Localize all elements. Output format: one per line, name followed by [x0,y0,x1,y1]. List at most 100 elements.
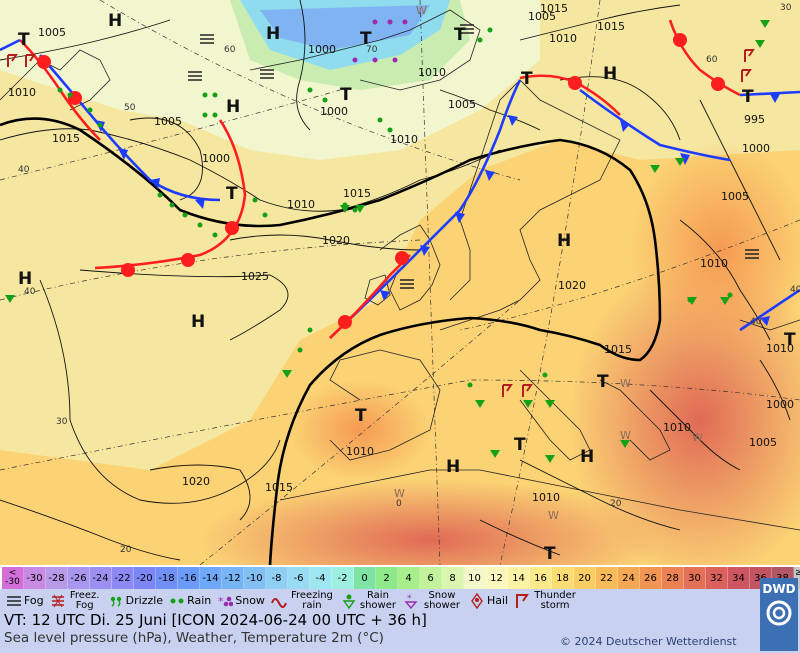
valid-time: VT: 12 UTC Di. 25 Juni [ICON 2024-06-24 … [4,611,427,629]
scale-cell: 8 [442,567,464,589]
low-marker: T [360,29,372,49]
scale-value: 16 [534,572,547,584]
scale-cell: -6 [288,567,310,589]
high-marker: H [108,11,122,31]
scale-value: -2 [337,572,348,584]
isobar-label: 1005 [528,10,556,23]
pressure-centres: H H H H H H H H H T T T T T T T T T T T … [18,11,796,564]
high-marker: H [226,97,240,117]
freezing-rain-icon [271,593,287,609]
scale-cell: -24 [90,567,112,589]
temp-label: 0 [396,499,402,509]
wind-marker: W [620,429,631,442]
scale-value: -28 [48,572,65,584]
isobar-label: 1015 [265,481,293,494]
scale-value-2: -30 [5,577,20,587]
scale-value: 14 [512,572,525,584]
scale-value: 0 [361,572,368,584]
low-marker: T [514,435,526,455]
scale-cell: 4 [398,567,420,589]
wind-marker: W [548,509,559,522]
scale-value: 4 [405,572,412,584]
low-marker: T [355,406,367,426]
isobar-label: 1020 [322,234,350,247]
isobar-label: 1010 [700,257,728,270]
legend-snow-shower-label: Snow shower [423,590,460,611]
legend-snow: * Snow [217,593,265,609]
temp-label: 20 [120,545,132,555]
snow-icon: * [217,593,234,609]
isobar-label: 1000 [202,152,230,165]
scale-value: 30 [688,572,701,584]
legend-fog: Fog [6,593,44,609]
isobar-label: 1015 [52,132,80,145]
legend-hail: Hail [469,592,509,610]
temperature-color-scale: < -30 -30 -28 -26 -24 -22 -20 -18 -16 -14 -12 -10 -8-… [2,567,800,589]
scale-value: 20 [578,572,591,584]
scale-value: 28 [666,572,679,584]
drizzle-icon [108,593,124,609]
scale-value: -24 [92,572,109,584]
scale-value: -22 [114,572,131,584]
scale-value: -12 [224,572,241,584]
scale-value: 10 [468,572,481,584]
scale-cell: 34 [728,567,750,589]
scale-value: < [8,568,17,578]
snow-shower-icon: * [403,593,419,610]
isobar-label: 1015 [597,20,625,33]
isobar-label: 1020 [558,279,586,292]
temperature-labels: 40 30 40 60 50 60 70 40 40 30 20 20 0 [18,3,800,555]
rain-shower-symbols [5,20,770,463]
high-marker: H [266,24,280,44]
low-marker: T [784,330,796,350]
isobar-label: 1010 [287,198,315,211]
scale-cell: -30 [24,567,46,589]
wind-marker: W [416,4,427,17]
cold-front-north-atlantic [39,54,221,202]
temperature-zone-very-cold [260,5,430,50]
freezing-fog-icon [50,593,66,609]
low-marker: T [742,87,754,107]
scale-cell: 12 [486,567,508,589]
scale-value: -6 [293,572,304,584]
scale-cell: 20 [574,567,596,589]
scale-value: -26 [70,572,87,584]
scale-cell: -18 [156,567,178,589]
scale-value: ≥40 [795,568,800,578]
heat-zone-iberia [290,380,430,480]
scale-cell: 30 [684,567,706,589]
scale-value: -16 [180,572,197,584]
copyright: © 2024 Deutscher Wetterdienst [560,635,737,648]
isobar-label: 1010 [8,86,36,99]
low-marker: T [226,184,238,204]
legend-fog-label: Fog [24,594,44,607]
temp-label: 20 [610,499,622,509]
scale-value: -10 [246,572,263,584]
wind-markers: W W W W W W [394,4,703,522]
temp-label: 60 [706,55,718,65]
low-marker: T [340,85,352,105]
isobar-label: 1015 [343,187,371,200]
legend-thunderstorm-label: Thunder storm [534,590,576,611]
graticule [0,0,800,565]
scale-cell: 16 [530,567,552,589]
legend-hail-label: Hail [486,594,509,607]
isobar-label: 1015 [604,343,632,356]
weather-legend: Fog Freez. Fog Drizzle Rain * Snow Freez… [0,589,800,613]
cold-front-scandinavia [329,79,522,339]
scale-value: -20 [136,572,153,584]
legend-thunderstorm: Thunder storm [514,591,578,611]
svg-text:*: * [218,595,224,608]
scale-cell: -14 [200,567,222,589]
low-marker: T [597,372,609,392]
scale-value: 8 [449,572,456,584]
legend-rain-label: Rain [187,594,212,607]
heat-zone-east [630,140,800,360]
low-marker: T [544,544,556,564]
scale-value: -18 [158,572,175,584]
low-marker: T [454,25,466,45]
scale-value: 32 [710,572,723,584]
dwd-logo-text: DWD [762,582,796,596]
scale-cell: 10 [464,567,486,589]
